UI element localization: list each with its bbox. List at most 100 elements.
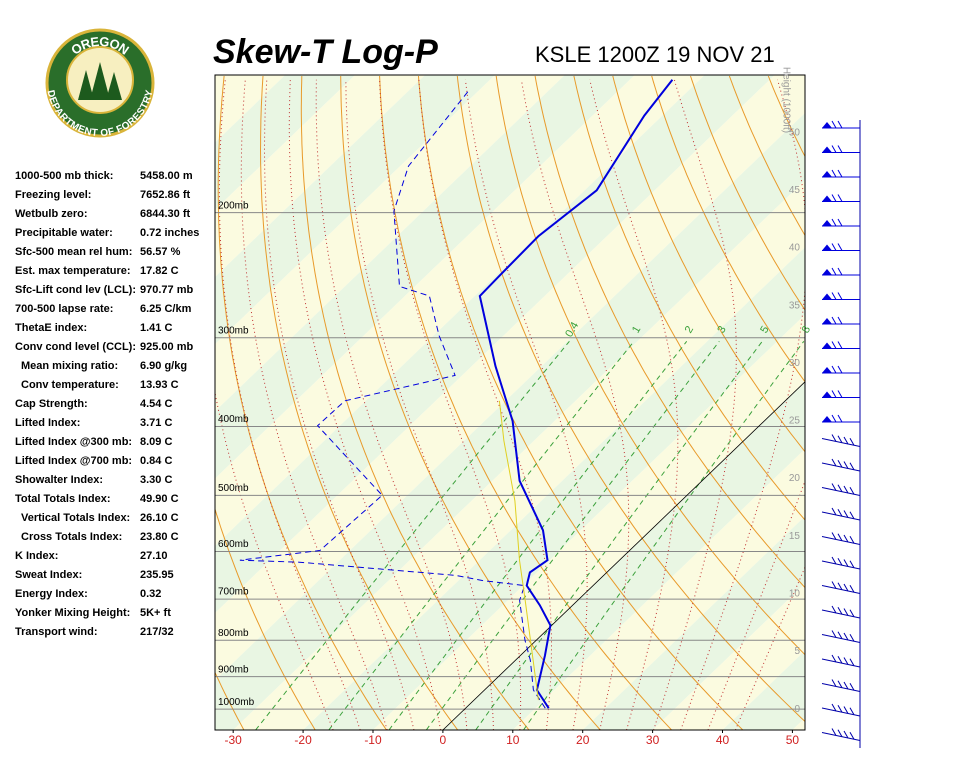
barb-feather — [831, 434, 837, 442]
barb-flag — [822, 367, 832, 373]
temp-band — [215, 112, 805, 730]
height-tick-label: 40 — [789, 243, 801, 254]
temp-band — [722, 650, 805, 730]
logo: OREGON DEPARTMENT OF FORESTRY — [45, 28, 155, 139]
barb-feather — [837, 582, 843, 590]
barb-staff — [821, 634, 861, 643]
stat-value: 0.72 inches — [140, 227, 199, 239]
stat-value: 27.10 — [140, 550, 168, 562]
mixing-ratio-label: 1 — [630, 324, 643, 335]
barb-feather — [849, 437, 855, 446]
barb-staff — [821, 732, 861, 741]
barb-staff — [821, 585, 861, 594]
dry-adiabat — [418, 75, 744, 730]
barb-feather — [831, 120, 837, 129]
barb-feather — [837, 365, 843, 374]
barb-feather — [849, 584, 855, 593]
dry-adiabat — [690, 75, 805, 311]
temp-band — [792, 717, 805, 730]
temp-band — [512, 449, 805, 730]
barb-feather — [831, 414, 837, 423]
barb-feather — [837, 704, 843, 713]
barb-feather — [831, 507, 837, 516]
temp-band — [215, 75, 286, 143]
barb-feather — [831, 365, 837, 374]
dry-adiabat — [456, 75, 805, 723]
barb-staff — [821, 438, 861, 447]
barb-flag — [822, 195, 832, 202]
stat-value: 1.41 C — [140, 322, 172, 334]
barb-feather — [831, 341, 837, 349]
barb-feather — [843, 657, 849, 665]
height-tick-label: 5 — [794, 646, 800, 657]
barb-feather — [837, 414, 843, 423]
barb-feather — [831, 581, 837, 589]
stat-value: 925.00 mb — [140, 341, 193, 353]
mixing-ratio-line — [388, 340, 688, 730]
plot-frame — [214, 74, 806, 731]
barb-feather — [831, 532, 837, 540]
barb-flag — [822, 244, 832, 251]
stat-value: 56.57 % — [140, 246, 181, 258]
mixing-ratio-label: 3 — [715, 324, 728, 335]
dry-adiabat — [924, 76, 960, 730]
barb-flag — [822, 220, 832, 226]
wind-barbs — [821, 120, 861, 748]
barb-feather — [831, 605, 837, 614]
barb-staff — [821, 683, 861, 692]
barb-feather — [831, 483, 837, 491]
x-tick-label: 40 — [716, 733, 730, 747]
pressure-label: 700mb — [218, 587, 249, 598]
pressure-label: 800mb — [218, 628, 249, 639]
mixing-ratio-line — [255, 340, 570, 730]
barb-feather — [837, 680, 843, 688]
barb-feather — [849, 658, 855, 666]
stat-label: Est. max temperature: — [15, 265, 131, 277]
stat-value: 235.95 — [140, 569, 174, 581]
stat-value: 13.93 C — [140, 379, 179, 391]
barb-flag — [822, 269, 832, 275]
barb-feather — [837, 316, 843, 325]
barb-flag — [822, 318, 832, 324]
plot-area — [215, 75, 960, 730]
barb-staff — [821, 487, 861, 496]
barb-feather — [831, 292, 837, 300]
barb-feather — [837, 631, 843, 639]
dry-adiabat — [807, 76, 960, 730]
stat-label: Yonker Mixing Height: — [15, 607, 130, 619]
stat-label: Showalter Index: — [15, 474, 103, 486]
barb-feather — [843, 706, 849, 714]
dry-adiabat — [728, 75, 805, 237]
stat-value: 26.10 C — [140, 512, 179, 524]
stat-label: Precipitable water: — [15, 227, 113, 239]
barb-feather — [831, 169, 837, 178]
barb-flag — [822, 416, 832, 422]
mixing-ratio-line — [425, 340, 720, 730]
moist-adiabat — [464, 79, 588, 730]
stat-label: Energy Index: — [15, 588, 88, 600]
barb-staff — [821, 560, 861, 570]
dry-adiabat — [259, 75, 459, 730]
stat-value: 3.30 C — [140, 474, 172, 486]
barb-feather — [831, 316, 837, 325]
height-tick-label: 20 — [789, 473, 801, 484]
barb-flag — [822, 122, 832, 128]
mixing-ratio-line — [523, 341, 805, 730]
barb-feather — [843, 510, 849, 518]
stat-value: 6844.30 ft — [140, 208, 190, 220]
x-tick-label: 10 — [506, 733, 520, 747]
sounding-trace — [478, 79, 674, 709]
temp-band — [372, 314, 805, 730]
pressure-label: 200mb — [218, 200, 249, 211]
stat-label: Conv temperature: — [21, 379, 119, 391]
barb-feather — [837, 606, 843, 615]
barb-flag — [822, 391, 832, 398]
stats-table: 1000-500 mb thick: 5458.00 m Freezing leve… — [15, 170, 199, 638]
sounding-trace — [239, 91, 546, 709]
stat-value: 6.90 g/kg — [140, 360, 187, 372]
x-tick-label: -20 — [294, 733, 312, 747]
stat-value: 7652.86 ft — [140, 189, 190, 201]
pressure-label: 300mb — [218, 325, 249, 336]
stat-value: 5458.00 m — [140, 170, 193, 182]
